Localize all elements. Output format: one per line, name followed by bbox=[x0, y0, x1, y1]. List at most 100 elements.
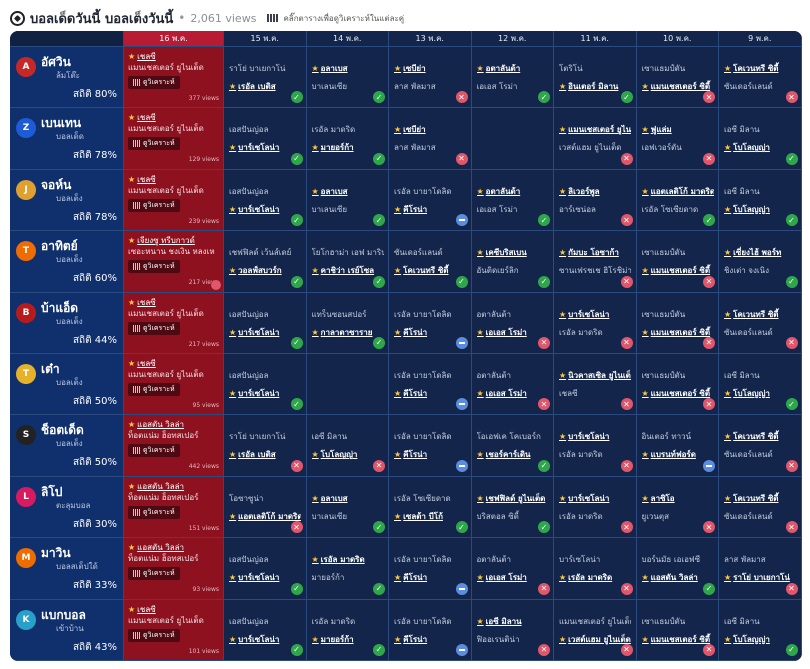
today-pick-cell[interactable]: ★ เชลซี แมนเชสเตอร์ ยูไนเต็ด ดูวิเคราะห์ 95 … bbox=[124, 353, 224, 416]
history-cell[interactable]: ลาส พัลมาส ★ ราโย่ บาเยกาโน่ ✕ bbox=[719, 538, 802, 600]
history-cell[interactable]: บอร์นมัธ เอเอฟซี ★ แอสตัน วิลล่า ✓ bbox=[636, 538, 719, 600]
history-cell[interactable]: เซาแธมป์ตัน ★ แมนเชสเตอร์ ซิตี้ ✕ bbox=[636, 292, 719, 354]
history-cell[interactable]: ราโย่ บาเยกาโน่ ★ เรอัล เบติส ✓ bbox=[224, 47, 307, 109]
history-cell[interactable]: ★ บาร์เซโลน่า เรอัล มาดริด ✕ bbox=[554, 415, 637, 477]
analyze-button[interactable]: ดูวิเคราะห์ bbox=[128, 567, 180, 581]
history-cell[interactable]: เรอัล บายาโดลิด ★ คีโรน่า bbox=[389, 169, 472, 232]
history-cell[interactable]: เซาแธมป์ตัน ★ แมนเชสเตอร์ ซิตี้ ✕ bbox=[636, 353, 719, 416]
history-cell[interactable]: เอสปันญ่อล ★ บาร์เซโลน่า ✓ bbox=[224, 108, 307, 170]
history-cell[interactable]: ★ โคเวนทรี ซิตี้ ซันเดอร์แลนด์ ✕ bbox=[719, 476, 802, 539]
analyze-button[interactable]: ดูวิเคราะห์ bbox=[128, 505, 180, 519]
history-cell[interactable]: ★ แอตเลติโก้ มาดริด เรอัล โซเซียดาด ✓ bbox=[636, 169, 719, 232]
today-pick-cell[interactable]: ★ เชลซี แมนเชสเตอร์ ยูไนเต็ด ดูวิเคราะห์ 377… bbox=[124, 47, 224, 109]
history-cell[interactable]: ★ เคซีบริสเบน อันติดเยร์ลิก ✓ bbox=[471, 231, 554, 293]
history-cell[interactable]: เอซี มิลาน ★ โบโลญญ่า ✓ bbox=[719, 169, 802, 232]
analyze-button[interactable]: ดูวิเคราะห์ bbox=[128, 382, 180, 396]
history-cell[interactable]: ★ เชฟฟิลด์ ยูไนเต็ด บริสตอล ซิตี้ ✓ bbox=[471, 476, 554, 539]
history-cell[interactable]: โตริโน่ ★ อินเตอร์ มิลาน ✓ bbox=[554, 47, 637, 109]
tipster-card[interactable]: S ช็อตเด็ด บอลเต็ง สถิติ 50% bbox=[10, 415, 124, 477]
today-pick-cell[interactable]: ★ แอสตัน วิลล่า ท็อตแน่ม ฮ็อทสเปอร์ ดูวิเคร… bbox=[124, 538, 224, 600]
history-cell[interactable]: ★ ลาซิโอ ยูเวนตุส ✕ bbox=[636, 476, 719, 539]
history-cell[interactable]: ★ กัมบะ โอซาก้า ซานเฟรชเช ฮิโรชิม่า ✕ bbox=[554, 231, 637, 293]
history-cell[interactable]: ★แมนเชสเตอร์ ยูไนเต็ดเวสต์แฮม ยูไนเต็ด✕ bbox=[554, 108, 637, 170]
tipster-card[interactable]: Z เบนเทน บอลเด็ด สถิติ 78% bbox=[10, 108, 124, 170]
history-cell[interactable]: ★ เซี่ยงไฮ้ พอร์ท ชิงเต่า จงเนิง ✓ bbox=[719, 231, 802, 293]
today-pick-cell[interactable]: ★ เชลซี แมนเชสเตอร์ ยูไนเต็ด ดูวิเคราะห์ 101… bbox=[124, 599, 224, 661]
history-cell[interactable]: แทร็นซอนสปอร์ ★ กาลาตาซาราย ✓ bbox=[306, 292, 389, 354]
history-cell[interactable]: เอสปันญ่อล ★ บาร์เซโลน่า ✓ bbox=[224, 292, 307, 354]
history-cell[interactable]: ราโย่ บาเยกาโน่ ★ เรอัล เบติส ✕ bbox=[224, 415, 307, 477]
history-cell[interactable]: ★ บาร์เซโลน่า เรอัล มาดริด ✕ bbox=[554, 476, 637, 539]
today-pick-cell[interactable]: ★ เชลซี แมนเชสเตอร์ ยูไนเต็ด ดูวิเคราะห์ 129… bbox=[124, 108, 224, 170]
analyze-button[interactable]: ดูวิเคราะห์ bbox=[128, 76, 180, 89]
tipster-card[interactable]: B บ้าแอ็ด บอลเต็ง สถิติ 44% bbox=[10, 292, 124, 354]
today-pick-cell[interactable]: ★ เชลซี แมนเชสเตอร์ ยูไนเต็ด ดูวิเคราะห์ 217… bbox=[124, 292, 224, 354]
analyze-button[interactable]: ดูวิเคราะห์ bbox=[128, 198, 180, 212]
history-cell[interactable]: เอซี มิลาน ★ โบโลญญ่า ✓ bbox=[719, 353, 802, 416]
history-cell[interactable]: ★ โคเวนทรี ซิตี้ ซันเดอร์แลนด์ ✕ bbox=[719, 292, 802, 354]
history-cell[interactable]: อินเตอร์ ทาวน์ ★ แบรนท์ฟอร์ด bbox=[636, 415, 719, 477]
history-cell[interactable]: ★ ลิเวอร์พูล อาร์เซน่อล ✕ bbox=[554, 169, 637, 232]
history-cell[interactable]: เชฟฟิลด์ เว้นส์เดย์ ★ วอลฟ์สบวร์ก ✓ bbox=[224, 231, 307, 293]
history-cell[interactable]: ★ บาร์เซโลน่า เรอัล มาดริด ✕ bbox=[554, 292, 637, 354]
analyze-button[interactable]: ดูวิเคราะห์ bbox=[128, 628, 180, 642]
history-cell[interactable]: ★ อตาลันต้า เอเอส โรม่า ✓ bbox=[471, 169, 554, 232]
history-cell[interactable]: โอเอฟเค โคเบอร์ก ★ เชอร์คาร์เดิน ✓ bbox=[471, 415, 554, 477]
history-cell[interactable]: ★ ฟูแล่ม เอฟเวอร์ตัน ✕ bbox=[636, 108, 719, 170]
tipster-card[interactable]: A อัศวิน ล้มโต๊ะ สถิติ 80% bbox=[10, 47, 124, 109]
today-pick-cell[interactable]: ★ แอสตัน วิลล่า ท็อตแน่ม ฮ็อทสเปอร์ ดูวิเคร… bbox=[124, 415, 224, 477]
history-cell[interactable]: โยโกฮาม่า เอฟ มารินอส ★คาชิว่า เรย์โซล✓ bbox=[306, 231, 389, 293]
history-cell[interactable]: ★ เซบีย่า ลาส พัลมาส ✕ bbox=[389, 47, 472, 109]
history-cell[interactable]: เอสปันญ่อล ★ บาร์เซโลน่า ✓ bbox=[224, 538, 307, 600]
analyze-button[interactable]: ดูวิเคราะห์ bbox=[128, 321, 180, 335]
analyze-button[interactable]: ดูวิเคราะห์ bbox=[128, 260, 180, 274]
tipster-card[interactable]: T เต๋า บอลเต็ง สถิติ 50% bbox=[10, 353, 124, 416]
history-cell[interactable]: เอสปันญ่อล ★ บาร์เซโลน่า ✓ bbox=[224, 599, 307, 661]
history-cell[interactable]: ★ เซบีย่า ลาส พัลมาส ✕ bbox=[389, 108, 472, 170]
tipster-card[interactable]: J จอห์น บอลเต็ง สถิติ 78% bbox=[10, 169, 124, 232]
history-cell[interactable]: เซาแธมป์ตัน ★ แมนเชสเตอร์ ซิตี้ ✕ bbox=[636, 231, 719, 293]
history-cell[interactable]: ★ เรอัล มาดริด มายอร์ก้า ✓ bbox=[306, 538, 389, 600]
history-cell[interactable]: ★ โคเวนทรี ซิตี้ ซันเดอร์แลนด์ ✕ bbox=[719, 415, 802, 477]
analyze-button[interactable]: ดูวิเคราะห์ bbox=[128, 137, 180, 151]
history-cell[interactable] bbox=[471, 108, 554, 170]
history-cell[interactable]: เรอัล มาดริด ★ มายอร์ก้า ✓ bbox=[306, 599, 389, 661]
history-cell[interactable]: เอซี มิลาน ★ โบโลญญ่า ✓ bbox=[719, 599, 802, 661]
history-cell[interactable]: ★ เอซี มิลาน ฟิออเรนติน่า ✕ bbox=[471, 599, 554, 661]
history-cell[interactable]: บาร์เซโลน่า ★ เรอัล มาดริด ✕ bbox=[554, 538, 637, 600]
history-cell[interactable]: ★ นิวคาสเซิล ยูไนเต็ด เชลซี ✕ bbox=[554, 353, 637, 416]
history-cell[interactable]: โอซาซูน่า ★ แอตเลติโก้ มาดริด ✕ bbox=[224, 476, 307, 539]
history-cell[interactable]: เซาแธมป์ตัน ★ แมนเชสเตอร์ ซิตี้ ✕ bbox=[636, 47, 719, 109]
history-cell[interactable]: แมนเชสเตอร์ ยูไนเต็ด ★ เวสต์แฮม ยูไนเต็ด ✕ bbox=[554, 599, 637, 661]
history-cell[interactable]: เรอัล บายาโดลิด ★ คีโรน่า bbox=[389, 599, 472, 661]
history-cell[interactable]: เรอัล บายาโดลิด ★ คีโรน่า bbox=[389, 538, 472, 600]
history-cell[interactable]: เอซี มิลาน ★ โบโลญญ่า ✓ bbox=[719, 108, 802, 170]
history-cell[interactable]: เซาแธมป์ตัน ★ แมนเชสเตอร์ ซิตี้ ✕ bbox=[636, 599, 719, 661]
history-cell[interactable]: เอซี มิลาน ★ โบโลญญ่า ✕ bbox=[306, 415, 389, 477]
today-pick-cell[interactable]: ★ แอสตัน วิลล่า ท็อตแน่ม ฮ็อทสเปอร์ ดูวิเคร… bbox=[124, 476, 224, 539]
history-cell[interactable]: เรอัล มาดริด ★ มายอร์ก้า ✓ bbox=[306, 108, 389, 170]
today-pick-cell[interactable]: ★ เจียงซู ทรีบกาวด์ เซอะหนาน ชงเงิน หลงเหด… bbox=[124, 231, 224, 293]
history-cell[interactable]: เรอัล โซเซียดาด ★ เซลต้า บีโก้ ✓ bbox=[389, 476, 472, 539]
history-cell[interactable]: เอสปันญ่อล ★ บาร์เซโลน่า ✓ bbox=[224, 169, 307, 232]
tipster-card[interactable]: L ลิโป ตะลุมบอล สถิติ 30% bbox=[10, 476, 124, 539]
history-cell[interactable]: อตาลันต้า ★ เอเอส โรม่า ✕ bbox=[471, 353, 554, 416]
history-cell[interactable]: ซันเดอร์แลนด์ ★ โคเวนทรี ซิตี้ ✓ bbox=[389, 231, 472, 293]
history-cell[interactable]: ★ อตาลันต้า เอเอส โรม่า ✓ bbox=[471, 47, 554, 109]
history-cell[interactable]: เรอัล บายาโดลิด ★ คีโรน่า bbox=[389, 292, 472, 354]
history-cell[interactable]: ★ โคเวนทรี ซิตี้ ซันเดอร์แลนด์ ✕ bbox=[719, 47, 802, 109]
history-cell[interactable]: อตาลันต้า ★ เอเอส โรม่า ✕ bbox=[471, 292, 554, 354]
history-cell[interactable]: ★ อลาเบส บาเลนเซีย ✓ bbox=[306, 169, 389, 232]
history-cell[interactable]: อตาลันต้า ★ เอเอส โรม่า ✕ bbox=[471, 538, 554, 600]
history-cell[interactable] bbox=[306, 353, 389, 416]
history-cell[interactable]: ★ อลาเบส บาเลนเซีย ✓ bbox=[306, 47, 389, 109]
history-cell[interactable]: ★ อลาเบส บาเลนเซีย ✓ bbox=[306, 476, 389, 539]
analyze-button[interactable]: ดูวิเคราะห์ bbox=[128, 444, 180, 458]
history-cell[interactable]: เอสปันญ่อล ★ บาร์เซโลน่า ✓ bbox=[224, 353, 307, 416]
history-cell[interactable]: เรอัล บายาโดลิด ★ คีโรน่า bbox=[389, 415, 472, 477]
today-pick-cell[interactable]: ★ เชลซี แมนเชสเตอร์ ยูไนเต็ด ดูวิเคราะห์ 239… bbox=[124, 169, 224, 232]
history-cell[interactable]: เรอัล บายาโดลิด ★ คีโรน่า bbox=[389, 353, 472, 416]
tipster-card[interactable]: T อาทิตย์ บอลเต็ง สถิติ 60% bbox=[10, 231, 124, 293]
tipster-card[interactable]: K แบกบอล เข้าบ้าน สถิติ 43% bbox=[10, 599, 124, 661]
tipster-card[interactable]: M มาวิน บอลสเต็ปใด้ สถิติ 33% bbox=[10, 538, 124, 600]
